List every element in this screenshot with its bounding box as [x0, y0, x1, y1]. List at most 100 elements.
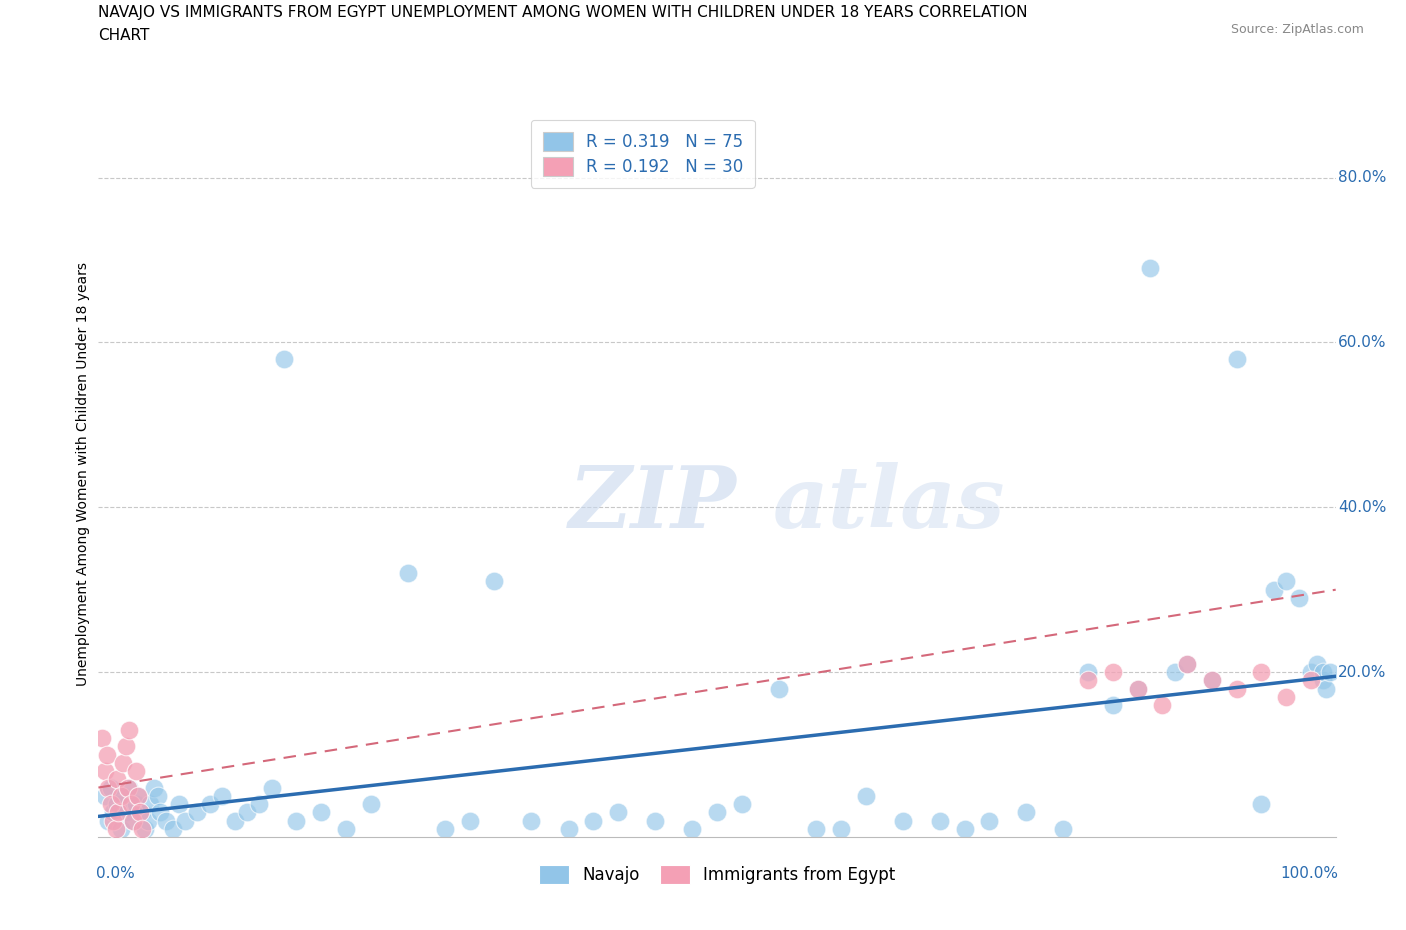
Point [122, 813, 145, 828]
Text: 40.0%: 40.0% [1339, 499, 1386, 515]
Point [97, 780, 120, 795]
Point [162, 821, 184, 836]
Text: Source: ZipAtlas.com: Source: ZipAtlas.com [1230, 23, 1364, 36]
Point [93, 789, 115, 804]
Point [186, 804, 208, 819]
Text: 0.0%: 0.0% [96, 866, 135, 881]
Point [118, 780, 141, 795]
Point [1201, 673, 1223, 688]
Point [1102, 698, 1125, 712]
Point [134, 821, 156, 836]
Point [1077, 665, 1099, 680]
Point [105, 797, 128, 812]
Point [146, 789, 169, 804]
Point [1315, 681, 1337, 696]
Point [131, 821, 153, 836]
Point [1226, 681, 1249, 696]
Point [224, 813, 246, 828]
Point [174, 813, 197, 828]
Point [1052, 821, 1074, 836]
Point [1015, 804, 1038, 819]
Point [1250, 665, 1272, 680]
Point [768, 681, 790, 696]
Point [114, 804, 136, 819]
Point [1306, 657, 1329, 671]
Point [198, 797, 221, 812]
Point [804, 821, 827, 836]
Point [1299, 673, 1322, 688]
Point [1299, 665, 1322, 680]
Text: 20.0%: 20.0% [1339, 665, 1386, 680]
Text: 80.0%: 80.0% [1339, 170, 1386, 185]
Point [1102, 665, 1125, 680]
Point [136, 813, 159, 828]
Point [1312, 665, 1334, 680]
Point [260, 780, 283, 795]
Point [1175, 657, 1198, 671]
Point [127, 789, 149, 804]
Point [1164, 665, 1187, 680]
Point [1288, 591, 1310, 605]
Point [953, 821, 976, 836]
Point [484, 574, 506, 589]
Point [100, 780, 122, 795]
Point [167, 797, 190, 812]
Point [681, 821, 703, 836]
Point [96, 747, 118, 762]
Text: ZIP: ZIP [568, 461, 737, 545]
Point [830, 821, 852, 836]
Point [93, 764, 115, 778]
Text: CHART: CHART [98, 28, 150, 43]
Point [124, 797, 146, 812]
Point [97, 813, 120, 828]
Point [582, 813, 605, 828]
Point [1126, 681, 1149, 696]
Point [891, 813, 914, 828]
Point [458, 813, 481, 828]
Point [285, 813, 308, 828]
Point [731, 797, 754, 812]
Point [396, 565, 419, 580]
Text: 60.0%: 60.0% [1339, 335, 1386, 350]
Point [110, 789, 132, 804]
Point [131, 804, 153, 819]
Text: atlas: atlas [773, 461, 1005, 545]
Point [309, 804, 332, 819]
Point [1126, 681, 1149, 696]
Point [211, 789, 233, 804]
Point [122, 813, 145, 828]
Point [103, 804, 125, 819]
Point [118, 723, 141, 737]
Point [236, 804, 259, 819]
Point [139, 797, 162, 812]
Point [1275, 689, 1298, 704]
Point [928, 813, 950, 828]
Point [127, 789, 149, 804]
Point [1312, 673, 1334, 688]
Point [107, 804, 129, 819]
Point [273, 352, 295, 366]
Point [105, 772, 128, 787]
Point [155, 813, 177, 828]
Text: NAVAJO VS IMMIGRANTS FROM EGYPT UNEMPLOYMENT AMONG WOMEN WITH CHILDREN UNDER 18 : NAVAJO VS IMMIGRANTS FROM EGYPT UNEMPLOY… [98, 5, 1028, 20]
Point [1250, 797, 1272, 812]
Point [103, 813, 125, 828]
Point [114, 738, 136, 753]
Point [644, 813, 666, 828]
Text: 100.0%: 100.0% [1281, 866, 1339, 881]
Point [1226, 352, 1249, 366]
Point [979, 813, 1001, 828]
Point [112, 755, 135, 770]
Point [149, 804, 172, 819]
Point [100, 797, 122, 812]
Point [1201, 673, 1223, 688]
Y-axis label: Unemployment Among Women with Children Under 18 years: Unemployment Among Women with Children U… [76, 262, 90, 686]
Point [607, 804, 630, 819]
Point [104, 821, 127, 836]
Point [557, 821, 579, 836]
Point [1319, 665, 1341, 680]
Point [520, 813, 543, 828]
Point [120, 797, 142, 812]
Point [1275, 574, 1298, 589]
Point [360, 797, 382, 812]
